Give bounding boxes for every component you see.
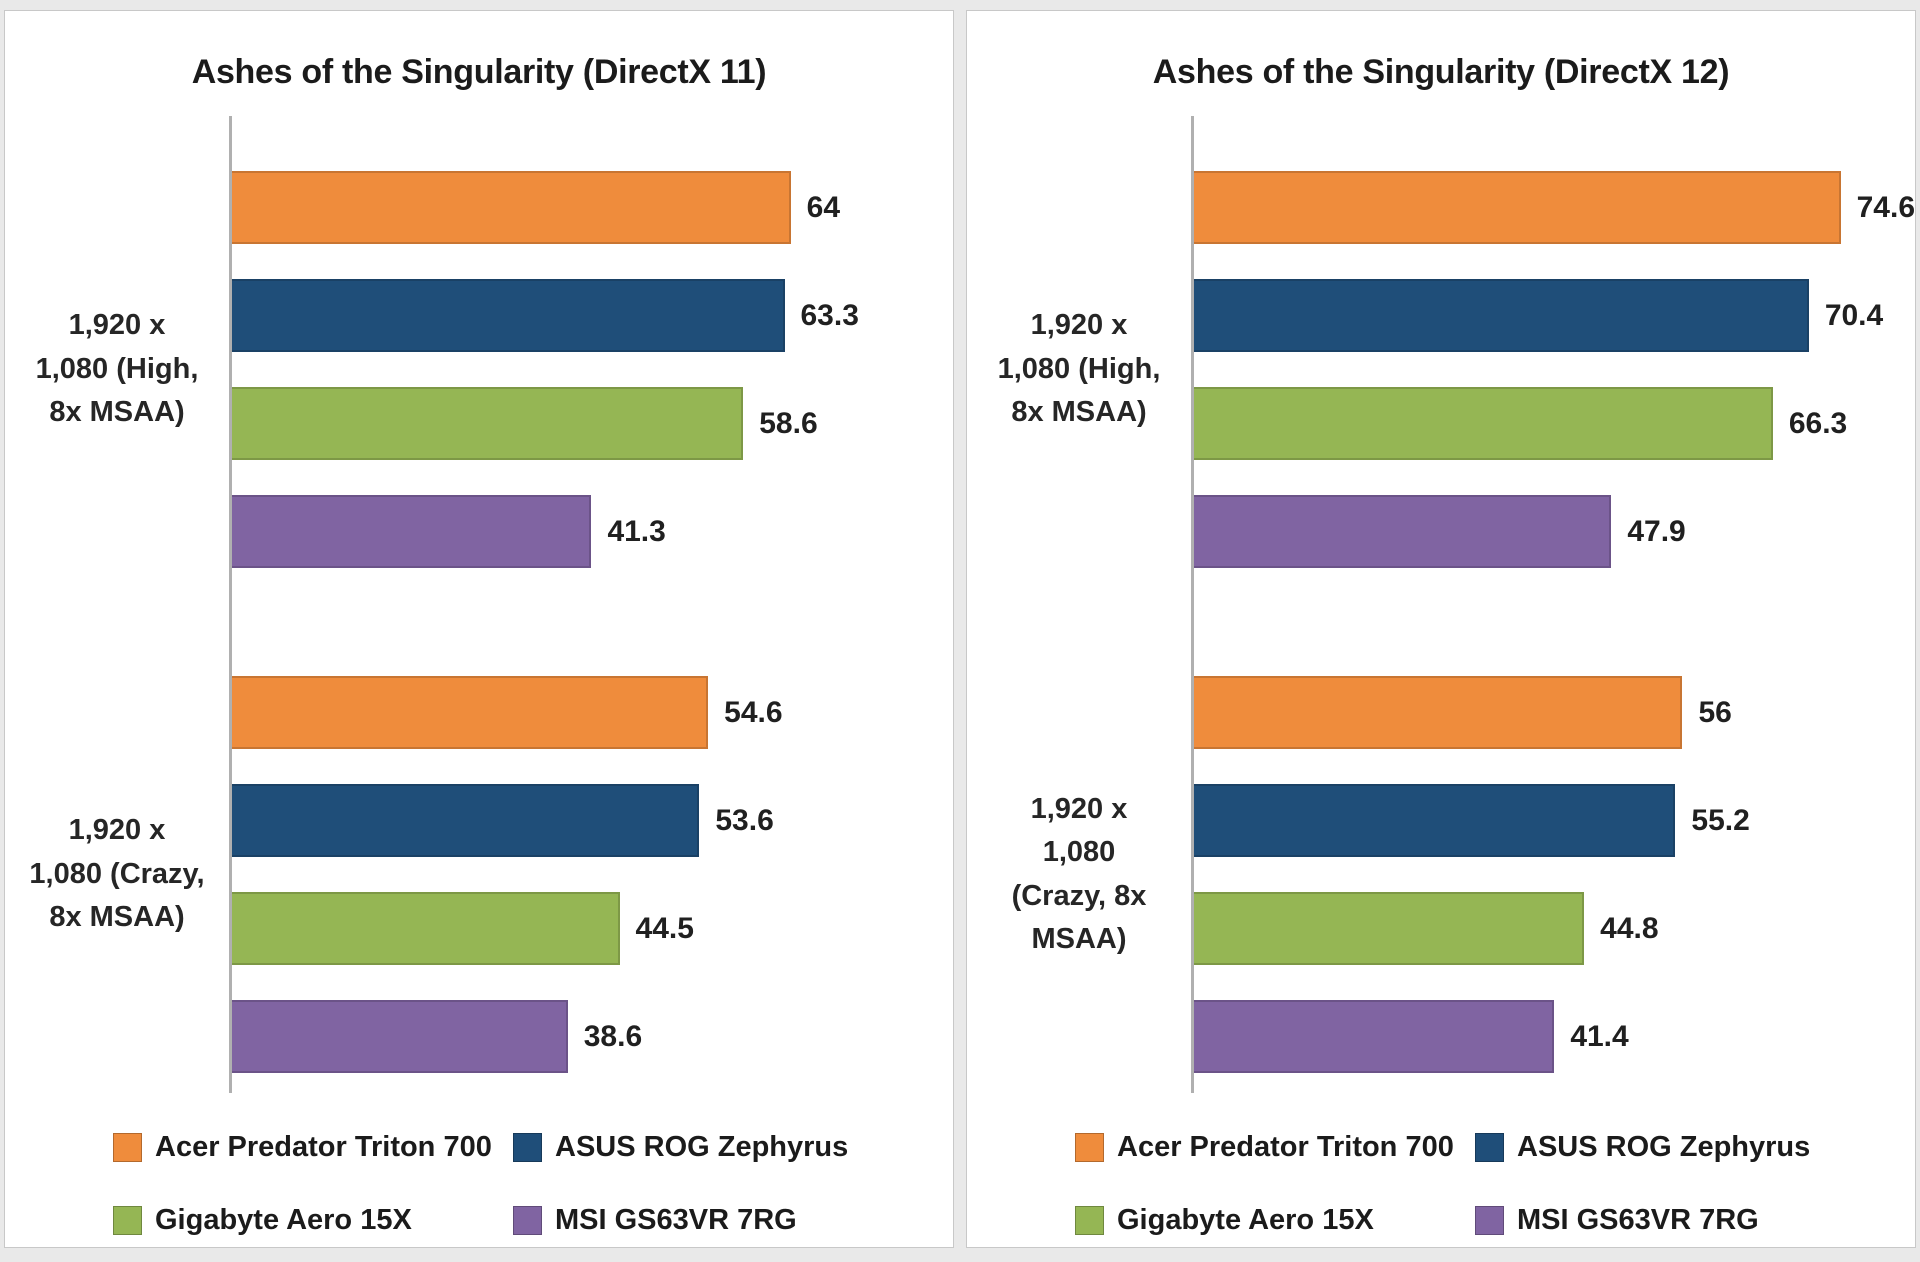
legend-swatch (113, 1133, 142, 1162)
bar-msi-gs63vr-7rg (229, 1000, 568, 1073)
bar-asus-rog-zephyrus (229, 784, 700, 857)
bar-row: 63.3 (229, 279, 953, 352)
bar-msi-gs63vr-7rg (1191, 1000, 1555, 1073)
bar-row: 64 (229, 171, 953, 244)
bar-asus-rog-zephyrus (1191, 784, 1676, 857)
bar-group: 1,920 x 1,080 (Crazy, 8x MSAA) 54.6 53.6 44… (5, 676, 953, 1073)
bar-group: 1,920 x 1,080 (High, 8x MSAA) 74.6 70.4 66.… (967, 171, 1915, 568)
bar-value-label: 63.3 (800, 298, 859, 332)
bar-value-label: 41.3 (607, 514, 666, 548)
legend-item: Gigabyte Aero 15X (1075, 1204, 1475, 1237)
bar-value-label: 38.6 (583, 1019, 643, 1053)
bar-value-label: 53.6 (715, 803, 774, 837)
bar-asus-rog-zephyrus (1191, 279, 1809, 352)
bar-asus-rog-zephyrus (229, 279, 785, 352)
bar-row: 41.4 (1191, 1000, 1915, 1073)
bar-group: 1,920 x 1,080 (High, 8x MSAA) 64 63.3 58.6 4… (5, 171, 953, 568)
bars-column: 64 63.3 58.6 41.3 (229, 171, 953, 568)
chart-title: Ashes of the Singularity (DirectX 11) (191, 53, 767, 91)
bar-msi-gs63vr-7rg (1191, 495, 1612, 568)
legend-label: MSI GS63VR 7RG (1517, 1204, 1759, 1236)
legend-label: Gigabyte Aero 15X (155, 1204, 412, 1236)
bar-row: 70.4 (1191, 279, 1915, 352)
category-label: 1,920 x 1,080 (High, 8x MSAA) (997, 309, 1161, 429)
bar-gigabyte-aero-15x (229, 892, 620, 965)
legend-label: ASUS ROG Zephyrus (1517, 1131, 1811, 1163)
bar-acer-predator-triton-700 (229, 171, 791, 244)
legend-swatch (1075, 1206, 1104, 1235)
legend-label: ASUS ROG Zephyrus (555, 1131, 849, 1163)
legend-swatch (1475, 1206, 1504, 1235)
legend-label: Acer Predator Triton 700 (1117, 1131, 1454, 1163)
bar-row: 74.6 (1191, 171, 1915, 244)
bar-value-label: 74.6 (1856, 190, 1915, 224)
legend-item: ASUS ROG Zephyrus (513, 1131, 913, 1164)
bars-column: 56 55.2 44.8 41.4 (1191, 676, 1915, 1073)
bar-value-label: 70.4 (1824, 298, 1884, 332)
bar-row: 53.6 (229, 784, 953, 857)
chart-legend: Acer Predator Triton 700 ASUS ROG Zephyru… (967, 1131, 1915, 1237)
bar-row: 54.6 (229, 676, 953, 749)
legend-swatch (1075, 1133, 1104, 1162)
bar-value-label: 44.8 (1600, 911, 1659, 945)
legend-swatch (513, 1206, 542, 1235)
bar-row: 41.3 (229, 495, 953, 568)
bar-acer-predator-triton-700 (1191, 171, 1841, 244)
chart-plot-area: 1,920 x 1,080 (High, 8x MSAA) 74.6 70.4 66.… (967, 116, 1915, 1093)
bar-row: 66.3 (1191, 387, 1915, 460)
bar-gigabyte-aero-15x (1191, 387, 1773, 460)
bar-value-label: 55.2 (1691, 803, 1750, 837)
legend-item: Acer Predator Triton 700 (1075, 1131, 1475, 1164)
bar-value-label: 41.4 (1570, 1019, 1629, 1053)
chart-panel-dx12: Ashes of the Singularity (DirectX 12) 1,… (966, 10, 1916, 1248)
bar-gigabyte-aero-15x (1191, 892, 1585, 965)
y-axis-line (229, 116, 232, 1093)
bar-row: 44.8 (1191, 892, 1915, 965)
bar-row: 44.5 (229, 892, 953, 965)
legend-label: Gigabyte Aero 15X (1117, 1204, 1374, 1236)
y-axis-line (1191, 116, 1194, 1093)
chart-panel-dx11: Ashes of the Singularity (DirectX 11) 1,… (4, 10, 954, 1248)
legend-item: ASUS ROG Zephyrus (1475, 1131, 1875, 1164)
category-label: 1,920 x 1,080 (Crazy, 8x MSAA) (29, 814, 205, 934)
legend-swatch (1475, 1133, 1504, 1162)
chart-legend: Acer Predator Triton 700 ASUS ROG Zephyru… (5, 1131, 953, 1237)
legend-swatch (513, 1133, 542, 1162)
legend-item: Acer Predator Triton 700 (113, 1131, 513, 1164)
bars-column: 74.6 70.4 66.3 47.9 (1191, 171, 1915, 568)
bars-column: 54.6 53.6 44.5 38.6 (229, 676, 953, 1073)
legend-item: Gigabyte Aero 15X (113, 1204, 513, 1237)
bar-value-label: 58.6 (759, 406, 818, 440)
bar-msi-gs63vr-7rg (229, 495, 592, 568)
category-label: 1,920 x 1,080 (Crazy, 8x MSAA) (1011, 792, 1147, 956)
bar-value-label: 54.6 (724, 695, 783, 729)
bar-row: 58.6 (229, 387, 953, 460)
legend-item: MSI GS63VR 7RG (513, 1204, 913, 1237)
bar-value-label: 44.5 (635, 911, 694, 945)
bar-acer-predator-triton-700 (229, 676, 709, 749)
bar-value-label: 66.3 (1788, 406, 1848, 440)
chart-title: Ashes of the Singularity (DirectX 12) (1152, 53, 1730, 91)
bar-groups: 1,920 x 1,080 (High, 8x MSAA) 74.6 70.4 66.… (967, 116, 1915, 1073)
bar-gigabyte-aero-15x (229, 387, 744, 460)
legend-swatch (113, 1206, 142, 1235)
bar-row: 56 (1191, 676, 1915, 749)
bar-value-label: 64 (806, 190, 841, 224)
bar-value-label: 47.9 (1627, 514, 1686, 548)
bar-group: 1,920 x 1,080 (Crazy, 8x MSAA) 56 55.2 44.8… (967, 676, 1915, 1073)
bar-groups: 1,920 x 1,080 (High, 8x MSAA) 64 63.3 58.6 4… (5, 116, 953, 1073)
bar-acer-predator-triton-700 (1191, 676, 1683, 749)
category-label: 1,920 x 1,080 (High, 8x MSAA) (35, 309, 199, 429)
legend-item: MSI GS63VR 7RG (1475, 1204, 1875, 1237)
bar-row: 47.9 (1191, 495, 1915, 568)
chart-plot-area: 1,920 x 1,080 (High, 8x MSAA) 64 63.3 58.6 4… (5, 116, 953, 1093)
bar-row: 38.6 (229, 1000, 953, 1073)
legend-label: Acer Predator Triton 700 (155, 1131, 492, 1163)
legend-label: MSI GS63VR 7RG (555, 1204, 797, 1236)
bar-value-label: 56 (1698, 695, 1732, 729)
bar-row: 55.2 (1191, 784, 1915, 857)
